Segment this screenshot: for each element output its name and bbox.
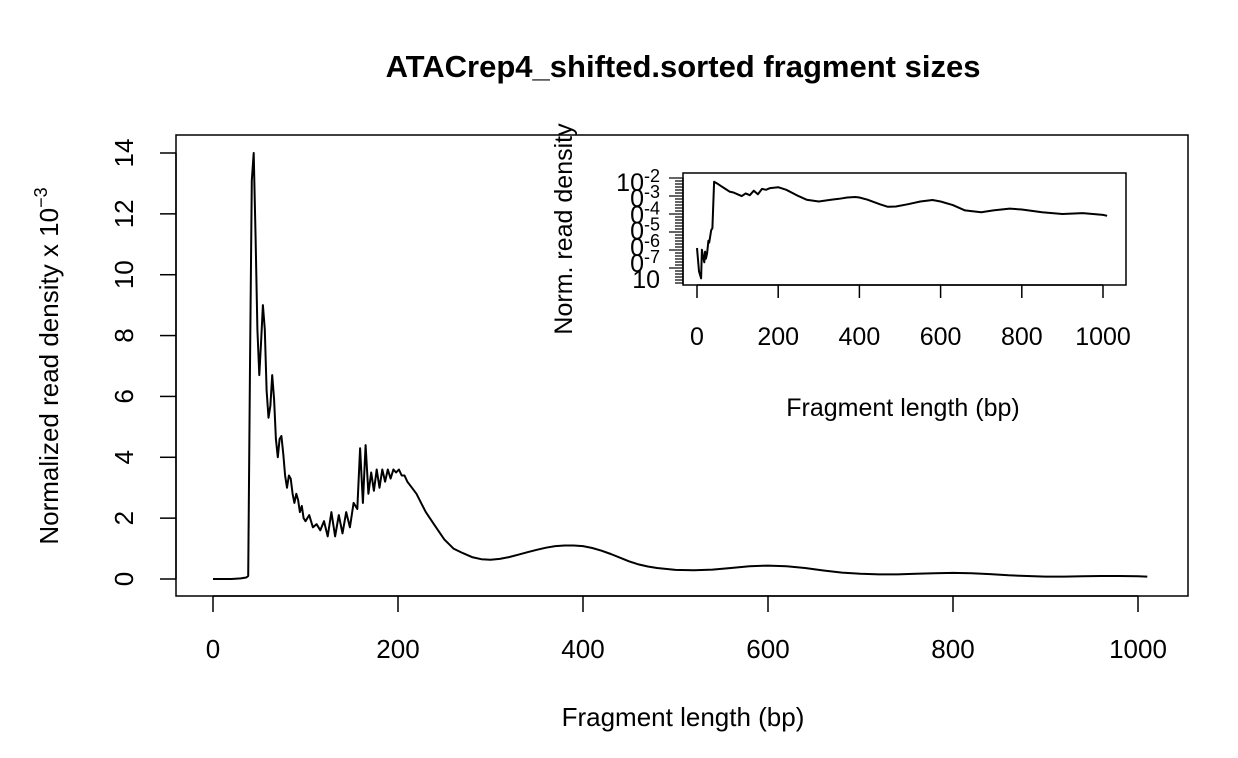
inset-y-axis-label: Norm. read density (550, 123, 578, 335)
chart-title: ATACrep4_shifted.sorted fragment sizes (386, 49, 981, 84)
inset-y-tick-exponent: -7 (644, 247, 660, 267)
main-y-tick-label: 2 (109, 511, 139, 525)
inset-y-tick-base: 0 (630, 250, 644, 278)
main-y-tick-label: 6 (109, 389, 139, 403)
inset-series-line (696, 180, 1108, 280)
main-x-tick-label: 1000 (1109, 634, 1167, 664)
inset-y-tick-label: 10 (632, 266, 660, 294)
main-x-tick-label: 600 (746, 634, 789, 664)
inset-plot-frame (682, 172, 1127, 286)
inset-y-tick-label: 0-3 (630, 182, 660, 213)
main-y-axis: 0 2 4 6 8 10 12 14 (109, 139, 177, 586)
inset-y-tick-base: 0 (630, 185, 644, 213)
inset-x-axis: 0 200 400 600 800 1000 (690, 284, 1131, 351)
main-x-axis-label: Fragment length (bp) (562, 702, 805, 732)
inset-y-tick-exponent: -4 (644, 198, 660, 218)
inset-y-tick-exponent: -3 (644, 182, 660, 202)
inset-y-tick-exponent: -2 (644, 166, 660, 186)
inset-x-tick-label: 1000 (1075, 323, 1131, 351)
inset-y-axis: 10-20-30-40-50-60-710 (616, 166, 684, 294)
inset-x-tick-label: 200 (757, 323, 799, 351)
inset-y-tick-label: 0-7 (630, 247, 660, 278)
inset-x-tick-label: 600 (920, 323, 962, 351)
main-plot-frame (175, 134, 1189, 597)
main-y-tick-label: 12 (109, 199, 139, 228)
main-y-tick-label: 8 (109, 328, 139, 342)
inset-x-tick-label: 400 (839, 323, 881, 351)
inset-x-tick-label: 0 (690, 323, 704, 351)
inset-y-tick-exponent: -6 (644, 231, 660, 251)
inset-y-tick-base: 10 (616, 169, 644, 197)
inset-y-tick-base: 10 (632, 266, 660, 294)
main-y-axis-label-exponent: −3 (31, 187, 51, 208)
main-y-axis-label: Normalized read density x 10−3 (31, 187, 64, 544)
main-x-tick-label: 800 (931, 634, 974, 664)
inset-y-tick-label: 0-4 (630, 198, 660, 229)
inset-y-tick-base: 0 (630, 234, 644, 262)
main-x-tick-label: 0 (206, 634, 220, 664)
inset-x-tick-label: 800 (1001, 323, 1043, 351)
main-x-tick-label: 200 (376, 634, 419, 664)
inset-y-tick-base: 0 (630, 201, 644, 229)
inset-x-axis-label: Fragment length (bp) (786, 394, 1019, 422)
main-y-tick-label: 0 (109, 572, 139, 586)
main-series-line (213, 152, 1148, 580)
main-y-axis-label-text: Normalized read density x 10 (34, 208, 64, 545)
inset-y-tick-base: 0 (630, 218, 644, 246)
main-y-tick-label: 14 (109, 139, 139, 168)
inset-y-tick-label: 0-5 (630, 215, 660, 246)
main-y-tick-label: 10 (109, 260, 139, 289)
inset-y-tick-exponent: -5 (644, 215, 660, 235)
main-x-tick-label: 400 (561, 634, 604, 664)
inset-y-tick-label: 10-2 (616, 166, 660, 197)
inset-y-tick-label: 0-6 (630, 231, 660, 262)
main-y-tick-label: 4 (109, 450, 139, 464)
main-x-axis: 0 200 400 600 800 1000 (206, 595, 1167, 664)
